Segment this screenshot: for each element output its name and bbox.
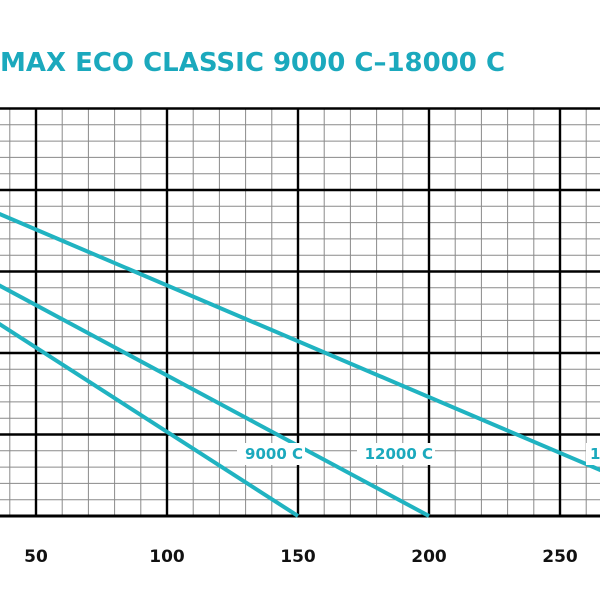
- curves: [0, 212, 600, 518]
- x-tick-label: 200: [411, 547, 447, 567]
- chart-title: MAX ECO CLASSIC 9000 C–18000 C: [0, 48, 506, 78]
- series-label: 1: [590, 445, 600, 463]
- series-label: 9000 C: [245, 445, 303, 463]
- x-axis-ticks: 50 100 150 200 250: [24, 547, 578, 567]
- series-curve-3: [0, 212, 600, 473]
- series-label-bg: [586, 443, 600, 465]
- series-label-bg: [237, 443, 305, 465]
- series-curve-1: [0, 322, 300, 518]
- x-tick-label: 100: [149, 547, 185, 567]
- series-labels: 9000 C 12000 C 1: [237, 443, 600, 465]
- x-tick-label: 250: [542, 547, 578, 567]
- series-label-bg: [357, 443, 435, 465]
- x-tick-label: 50: [24, 547, 48, 567]
- x-tick-label: 150: [280, 547, 316, 567]
- series-curve-2: [0, 283, 430, 518]
- series-label: 12000 C: [365, 445, 433, 463]
